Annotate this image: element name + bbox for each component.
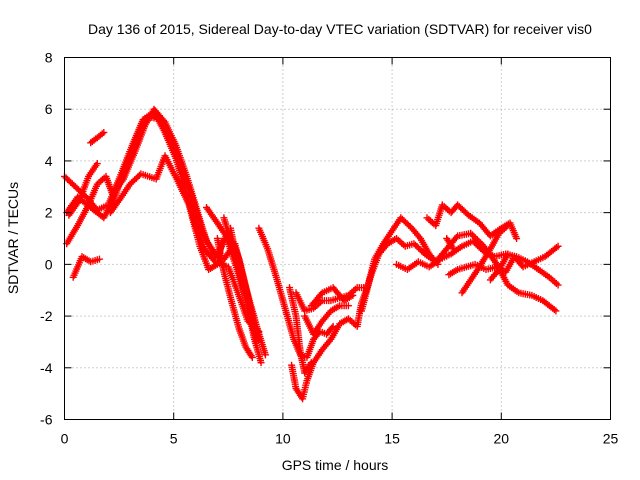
data-point-markers [213,235,256,361]
x-tick-label: 5 [170,431,178,447]
data-point-markers [87,128,108,147]
data-point-markers [220,214,263,343]
y-tick-label: -6 [40,412,53,428]
x-tick-label: 15 [384,431,400,447]
series-pass-5 [65,160,101,219]
series-pass-22 [443,235,457,253]
series-pass-24 [486,250,512,284]
series-pass-6 [87,128,108,147]
series-pass-13 [286,284,315,377]
series-pass-7 [106,152,226,273]
series-pass-10 [220,214,263,343]
series-pass-4 [69,253,103,281]
x-tick-label: 10 [275,431,291,447]
data-point-markers [69,253,103,281]
y-axis-label: SDTVAR / TECUs [5,182,21,294]
series-pass-11 [213,235,256,361]
series-pass-12 [255,224,337,361]
y-tick-label: 2 [45,205,53,221]
data-point-markers [286,284,315,377]
data-point-markers [106,152,226,273]
data-point-markers [255,224,337,361]
series-pass-18 [358,229,560,315]
y-tick-label: -2 [40,308,53,324]
data-points [61,105,562,403]
series-pass-17 [307,284,357,310]
grid [64,57,611,420]
y-tick-label: 6 [45,101,53,117]
plot-frame [64,57,611,420]
data-point-markers [443,235,457,253]
x-axis-label: GPS time / hours [282,457,389,473]
data-point-markers [445,242,562,279]
axis-ticks: 0 5 10 15 20 25 -6 -4 -2 0 2 4 6 8 [40,50,618,447]
x-tick-label: 20 [494,431,510,447]
chart-title: Day 136 of 2015, Sidereal Day-to-day VTE… [88,21,592,37]
data-point-markers [486,250,512,284]
x-tick-label: 0 [61,431,69,447]
y-tick-label: 8 [45,50,53,66]
y-tick-label: 0 [45,256,53,272]
x-tick-label: 25 [603,431,619,447]
data-point-markers [458,222,512,297]
data-point-markers [65,160,101,219]
y-tick-label: 4 [45,153,53,169]
y-tick-label: -4 [40,360,53,376]
data-point-markers [358,229,560,315]
series-pass-23 [458,222,512,297]
data-point-markers [307,284,357,310]
data-point-markers [301,302,352,338]
series-pass-21 [445,242,562,279]
series-pass-16 [301,302,352,338]
